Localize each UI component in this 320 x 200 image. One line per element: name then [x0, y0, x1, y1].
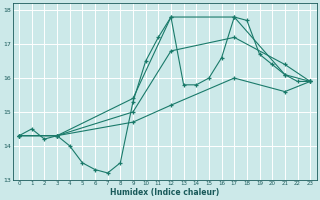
X-axis label: Humidex (Indice chaleur): Humidex (Indice chaleur)	[110, 188, 219, 197]
